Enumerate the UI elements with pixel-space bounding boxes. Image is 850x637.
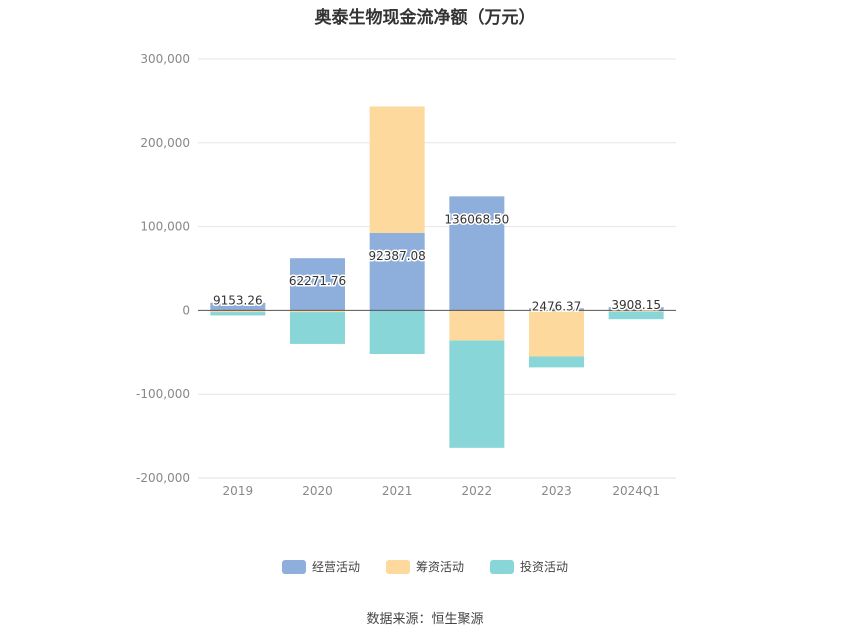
- y-tick-label: -200,000: [136, 471, 190, 485]
- bar-segment: [449, 340, 505, 448]
- legend-swatch: [281, 559, 306, 574]
- y-tick-label: 300,000: [140, 52, 190, 66]
- bars: [210, 106, 664, 448]
- bar-segment: [529, 356, 584, 368]
- chart-title: 奥泰生物现金流净额（万元）: [314, 8, 536, 28]
- bar-segment: [290, 310, 345, 313]
- bar-segment: [369, 310, 425, 354]
- x-tick-label: 2021: [382, 484, 413, 498]
- bar-segment: [369, 232, 425, 311]
- bar-segment: [210, 312, 266, 316]
- bar-segment: [608, 311, 664, 320]
- data-label: 136068.50: [444, 212, 509, 226]
- data-label: 92387.08: [369, 249, 426, 263]
- legend-swatch: [490, 559, 514, 574]
- y-tick-label: 100,000: [140, 220, 190, 234]
- bar-segment: [449, 196, 505, 311]
- bar-segment: [210, 302, 266, 311]
- y-tick-label: -100,000: [136, 387, 190, 401]
- legend-item[interactable]: 筹资活动: [385, 558, 464, 575]
- x-tick-label: 2019: [223, 484, 254, 498]
- data-label: 62271.76: [289, 274, 346, 288]
- legend-item[interactable]: 经营活动: [281, 558, 360, 575]
- legend-swatch: [385, 559, 410, 574]
- grid-lines: [198, 58, 676, 479]
- legend: 经营活动 筹资活动 投资活动: [0, 558, 850, 575]
- legend-label: 投资活动: [520, 560, 569, 574]
- source-note: 数据来源：恒生聚源: [366, 612, 484, 627]
- bar-segment: [608, 307, 664, 311]
- data-label: 2476.37: [532, 299, 582, 313]
- y-tick-label: 0: [182, 303, 190, 317]
- x-tick-label: 2020: [302, 484, 333, 498]
- x-tick-label: 2024Q1: [612, 484, 660, 498]
- legend-item[interactable]: 投资活动: [490, 558, 568, 575]
- y-tick-label: 200,000: [140, 136, 190, 150]
- bar-segment: [290, 312, 345, 344]
- x-tick-label: 2023: [541, 484, 572, 498]
- bar-segment: [369, 106, 425, 233]
- data-labels: 9153.26 62271.76 92387.08 136068.50 2476.37 3…: [212, 211, 663, 315]
- bar-segment: [608, 310, 664, 312]
- bar-segment: [290, 258, 345, 311]
- data-label: 9153.26: [213, 294, 263, 308]
- legend-label: 筹资活动: [415, 560, 464, 574]
- data-label: 3908.15: [611, 298, 661, 312]
- x-tick-label: 2022: [462, 484, 493, 498]
- bar-chart: 300,000 200,000 100,000 0 -100,000 -200,000 20…: [136, 52, 676, 498]
- axes: 300,000 200,000 100,000 0 -100,000 -200,000 20…: [136, 52, 676, 498]
- bar-segment: [449, 310, 505, 341]
- bar-segment: [210, 310, 266, 313]
- bar-segment: [529, 308, 584, 311]
- legend-label: 经营活动: [311, 560, 360, 574]
- bar-segment: [529, 310, 584, 357]
